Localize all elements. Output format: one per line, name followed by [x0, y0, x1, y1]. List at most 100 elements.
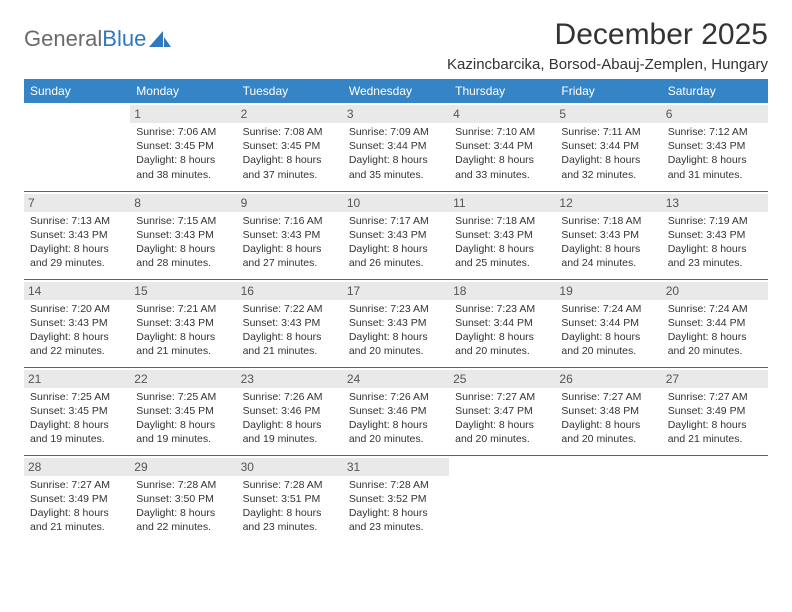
sunset-text: Sunset: 3:45 PM	[243, 139, 337, 153]
daylight-text: Daylight: 8 hours and 20 minutes.	[561, 330, 655, 358]
sunset-text: Sunset: 3:44 PM	[561, 139, 655, 153]
calendar-day-cell: 29Sunrise: 7:28 AMSunset: 3:50 PMDayligh…	[130, 455, 236, 543]
sunrise-text: Sunrise: 7:17 AM	[349, 214, 443, 228]
sunset-text: Sunset: 3:45 PM	[136, 404, 230, 418]
calendar-day-cell: 31Sunrise: 7:28 AMSunset: 3:52 PMDayligh…	[343, 455, 449, 543]
calendar-day-cell: 19Sunrise: 7:24 AMSunset: 3:44 PMDayligh…	[555, 279, 661, 367]
weekday-header: Thursday	[449, 79, 555, 103]
sunset-text: Sunset: 3:43 PM	[561, 228, 655, 242]
day-info: Sunrise: 7:17 AMSunset: 3:43 PMDaylight:…	[349, 214, 443, 271]
day-number: 2	[237, 105, 343, 123]
daylight-text: Daylight: 8 hours and 19 minutes.	[30, 418, 124, 446]
day-info: Sunrise: 7:19 AMSunset: 3:43 PMDaylight:…	[668, 214, 762, 271]
daylight-text: Daylight: 8 hours and 22 minutes.	[30, 330, 124, 358]
daylight-text: Daylight: 8 hours and 24 minutes.	[561, 242, 655, 270]
sunset-text: Sunset: 3:45 PM	[136, 139, 230, 153]
day-number: 21	[24, 370, 130, 388]
brand-sail-icon	[149, 29, 171, 49]
day-info: Sunrise: 7:15 AMSunset: 3:43 PMDaylight:…	[136, 214, 230, 271]
sunrise-text: Sunrise: 7:26 AM	[243, 390, 337, 404]
sunset-text: Sunset: 3:52 PM	[349, 492, 443, 506]
calendar-day-cell: 15Sunrise: 7:21 AMSunset: 3:43 PMDayligh…	[130, 279, 236, 367]
brand-logo: GeneralBlue	[24, 18, 171, 52]
day-info: Sunrise: 7:18 AMSunset: 3:43 PMDaylight:…	[561, 214, 655, 271]
day-info: Sunrise: 7:26 AMSunset: 3:46 PMDaylight:…	[243, 390, 337, 447]
sunrise-text: Sunrise: 7:28 AM	[349, 478, 443, 492]
day-number: 17	[343, 282, 449, 300]
day-number: 28	[24, 458, 130, 476]
sunrise-text: Sunrise: 7:23 AM	[455, 302, 549, 316]
sunrise-text: Sunrise: 7:18 AM	[455, 214, 549, 228]
day-info: Sunrise: 7:24 AMSunset: 3:44 PMDaylight:…	[668, 302, 762, 359]
sunset-text: Sunset: 3:43 PM	[30, 316, 124, 330]
day-info: Sunrise: 7:08 AMSunset: 3:45 PMDaylight:…	[243, 125, 337, 182]
calendar-day-cell: 30Sunrise: 7:28 AMSunset: 3:51 PMDayligh…	[237, 455, 343, 543]
day-info: Sunrise: 7:24 AMSunset: 3:44 PMDaylight:…	[561, 302, 655, 359]
sunrise-text: Sunrise: 7:06 AM	[136, 125, 230, 139]
daylight-text: Daylight: 8 hours and 38 minutes.	[136, 153, 230, 181]
day-number: 24	[343, 370, 449, 388]
day-info: Sunrise: 7:23 AMSunset: 3:44 PMDaylight:…	[455, 302, 549, 359]
sunrise-text: Sunrise: 7:28 AM	[243, 478, 337, 492]
daylight-text: Daylight: 8 hours and 20 minutes.	[455, 418, 549, 446]
calendar-week-row: 28Sunrise: 7:27 AMSunset: 3:49 PMDayligh…	[24, 455, 768, 543]
day-number: 1	[130, 105, 236, 123]
sunrise-text: Sunrise: 7:15 AM	[136, 214, 230, 228]
day-number: 15	[130, 282, 236, 300]
sunrise-text: Sunrise: 7:26 AM	[349, 390, 443, 404]
calendar-day-cell: 9Sunrise: 7:16 AMSunset: 3:43 PMDaylight…	[237, 191, 343, 279]
calendar-day-cell: 21Sunrise: 7:25 AMSunset: 3:45 PMDayligh…	[24, 367, 130, 455]
calendar-day-cell: 8 Sunrise: 7:15 AMSunset: 3:43 PMDaylight…	[130, 191, 236, 279]
day-number: 8	[130, 194, 236, 212]
calendar-day-cell: 26Sunrise: 7:27 AMSunset: 3:48 PMDayligh…	[555, 367, 661, 455]
sunrise-text: Sunrise: 7:13 AM	[30, 214, 124, 228]
calendar-day-cell: 16Sunrise: 7:22 AMSunset: 3:43 PMDayligh…	[237, 279, 343, 367]
calendar-day-cell: 6Sunrise: 7:12 AMSunset: 3:43 PMDaylight…	[662, 103, 768, 191]
sunrise-text: Sunrise: 7:11 AM	[561, 125, 655, 139]
month-title: December 2025	[447, 18, 768, 52]
sunset-text: Sunset: 3:44 PM	[561, 316, 655, 330]
day-info: Sunrise: 7:20 AMSunset: 3:43 PMDaylight:…	[30, 302, 124, 359]
day-info: Sunrise: 7:25 AMSunset: 3:45 PMDaylight:…	[136, 390, 230, 447]
day-info: Sunrise: 7:10 AMSunset: 3:44 PMDaylight:…	[455, 125, 549, 182]
day-info: Sunrise: 7:09 AMSunset: 3:44 PMDaylight:…	[349, 125, 443, 182]
daylight-text: Daylight: 8 hours and 23 minutes.	[668, 242, 762, 270]
day-info: Sunrise: 7:22 AMSunset: 3:43 PMDaylight:…	[243, 302, 337, 359]
day-info: Sunrise: 7:12 AMSunset: 3:43 PMDaylight:…	[668, 125, 762, 182]
weekday-header: Tuesday	[237, 79, 343, 103]
day-info: Sunrise: 7:11 AMSunset: 3:44 PMDaylight:…	[561, 125, 655, 182]
calendar-week-row: 21 Sunrise: 7:25 AMSunset: 3:45 PMDayligh…	[24, 367, 768, 455]
title-block: December 2025 Kazincbarcika, Borsod-Abau…	[447, 18, 768, 73]
daylight-text: Daylight: 8 hours and 37 minutes.	[243, 153, 337, 181]
sunrise-text: Sunrise: 7:23 AM	[349, 302, 443, 316]
day-number: 3	[343, 105, 449, 123]
sunset-text: Sunset: 3:44 PM	[455, 139, 549, 153]
calendar-day-cell: 12Sunrise: 7:18 AMSunset: 3:43 PMDayligh…	[555, 191, 661, 279]
sunrise-text: Sunrise: 7:20 AM	[30, 302, 124, 316]
calendar-day-cell	[24, 103, 130, 191]
sunset-text: Sunset: 3:43 PM	[668, 228, 762, 242]
calendar-week-row: 14Sunrise: 7:20 AMSunset: 3:43 PMDayligh…	[24, 279, 768, 367]
day-number: 29	[130, 458, 236, 476]
sunrise-text: Sunrise: 7:27 AM	[30, 478, 124, 492]
calendar-day-cell: 3 Sunrise: 7:09 AMSunset: 3:44 PMDaylight…	[343, 103, 449, 191]
daylight-text: Daylight: 8 hours and 23 minutes.	[349, 506, 443, 534]
day-number: 4	[449, 105, 555, 123]
daylight-text: Daylight: 8 hours and 35 minutes.	[349, 153, 443, 181]
daylight-text: Daylight: 8 hours and 19 minutes.	[136, 418, 230, 446]
calendar-day-cell: 1 Sunrise: 7:06 AMSunset: 3:45 PMDaylight…	[130, 103, 236, 191]
calendar-day-cell: 14Sunrise: 7:20 AMSunset: 3:43 PMDayligh…	[24, 279, 130, 367]
sunrise-text: Sunrise: 7:09 AM	[349, 125, 443, 139]
daylight-text: Daylight: 8 hours and 28 minutes.	[136, 242, 230, 270]
calendar-day-cell: 5Sunrise: 7:11 AMSunset: 3:44 PMDaylight…	[555, 103, 661, 191]
day-info: Sunrise: 7:06 AMSunset: 3:45 PMDaylight:…	[136, 125, 230, 182]
daylight-text: Daylight: 8 hours and 21 minutes.	[243, 330, 337, 358]
brand-text-1: General	[24, 26, 102, 52]
day-info: Sunrise: 7:18 AMSunset: 3:43 PMDaylight:…	[455, 214, 549, 271]
day-info: Sunrise: 7:27 AMSunset: 3:47 PMDaylight:…	[455, 390, 549, 447]
daylight-text: Daylight: 8 hours and 20 minutes.	[349, 330, 443, 358]
calendar-day-cell: 20Sunrise: 7:24 AMSunset: 3:44 PMDayligh…	[662, 279, 768, 367]
daylight-text: Daylight: 8 hours and 32 minutes.	[561, 153, 655, 181]
sunset-text: Sunset: 3:43 PM	[30, 228, 124, 242]
weekday-header: Friday	[555, 79, 661, 103]
